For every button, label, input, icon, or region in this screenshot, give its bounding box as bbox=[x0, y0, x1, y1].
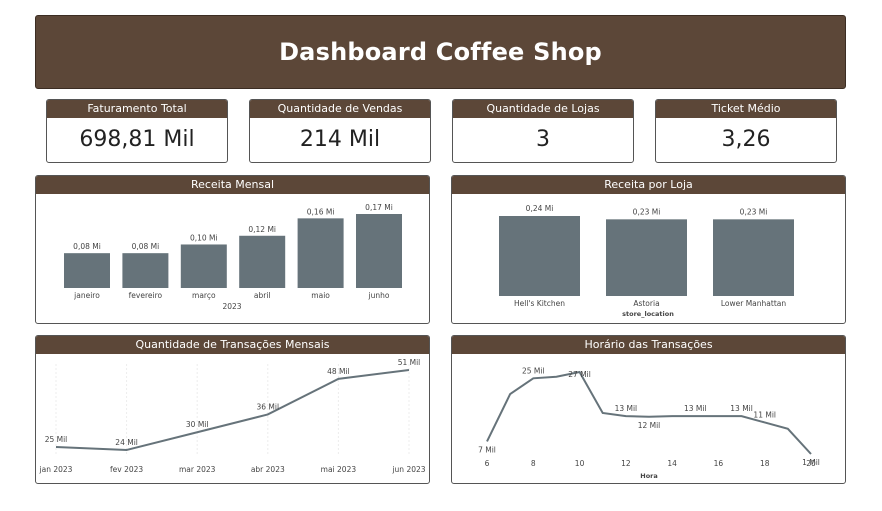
x-tick-label: junho bbox=[368, 291, 390, 300]
chart-title: Receita Mensal bbox=[36, 176, 429, 194]
x-axis-label: 2023 bbox=[222, 302, 241, 311]
chart-transacoes-mensais: Quantidade de Transações Mensais 25 Mil j… bbox=[35, 335, 430, 484]
data-label: 1 Mil bbox=[802, 458, 820, 467]
data-label: 11 Mil bbox=[753, 410, 776, 419]
bar bbox=[122, 253, 169, 288]
data-label: 36 Mil bbox=[257, 402, 280, 411]
data-label: 0,24 Mi bbox=[526, 204, 554, 213]
kpi-card-vendas: Quantidade de Vendas 214 Mil bbox=[249, 99, 431, 163]
x-tick-label: Hell's Kitchen bbox=[514, 299, 565, 308]
x-tick-label: 12 bbox=[621, 459, 631, 468]
data-label: 13 Mil bbox=[615, 404, 638, 413]
bar bbox=[64, 253, 110, 288]
x-tick-label: 8 bbox=[531, 459, 536, 468]
x-tick-label: 14 bbox=[667, 459, 677, 468]
x-axis-label: store_location bbox=[622, 310, 674, 318]
x-tick-label: 6 bbox=[485, 459, 490, 468]
bar bbox=[606, 219, 687, 296]
data-label: 0,23 Mi bbox=[740, 207, 768, 216]
data-label: 0,12 Mi bbox=[248, 225, 276, 234]
x-tick-label: Lower Manhattan bbox=[721, 299, 786, 308]
x-tick-label: Astoria bbox=[633, 299, 659, 308]
chart-receita-por-loja: Receita por Loja 0,24 Mi Hell's Kitchen 0,… bbox=[451, 175, 846, 324]
data-label: 51 Mil bbox=[398, 358, 421, 367]
kpi-value: 698,81 Mil bbox=[79, 127, 195, 152]
x-tick-label: março bbox=[192, 291, 216, 300]
dashboard-title-banner: Dashboard Coffee Shop bbox=[35, 15, 846, 89]
kpi-value: 214 Mil bbox=[299, 127, 381, 152]
bar bbox=[499, 216, 580, 296]
chart-title: Quantidade de Transações Mensais bbox=[36, 336, 429, 354]
kpi-label: Faturamento Total bbox=[47, 100, 227, 118]
data-label: 13 Mil bbox=[684, 404, 707, 413]
chart-receita-mensal-plot: 0,08 Mi janeiro 0,08 Mi fevereiro 0,10 Mi mar… bbox=[64, 203, 402, 311]
chart-receita-por-loja-plot: 0,24 Mi Hell's Kitchen 0,23 Mi Astoria 0,23 … bbox=[499, 204, 794, 318]
chart-receita-mensal: Receita Mensal 0,08 Mi janeiro 0,08 Mi feve… bbox=[35, 175, 430, 324]
bar bbox=[239, 235, 286, 288]
data-label: 12 Mil bbox=[638, 421, 661, 430]
data-label: 48 Mil bbox=[327, 367, 350, 376]
chart-horario-transacoes: Horário das Transações 7 Mil 25 Mil 27 Mil… bbox=[451, 335, 846, 484]
data-label: 0,10 Mi bbox=[190, 233, 218, 242]
x-tick-label: 16 bbox=[714, 459, 724, 468]
data-label: 25 Mil bbox=[522, 366, 545, 375]
chart-title: Horário das Transações bbox=[452, 336, 845, 354]
x-tick-label: 20 bbox=[806, 459, 816, 468]
data-label: 0,23 Mi bbox=[633, 207, 661, 216]
kpi-card-ticket: Ticket Médio 3,26 bbox=[655, 99, 837, 163]
kpi-card-lojas: Quantidade de Lojas 3 bbox=[452, 99, 634, 163]
x-tick-label: mar 2023 bbox=[179, 465, 216, 474]
x-tick-label: abril bbox=[254, 291, 271, 300]
bar bbox=[297, 218, 344, 288]
data-label: 7 Mil bbox=[478, 445, 496, 454]
series-line bbox=[55, 369, 410, 452]
data-label: 30 Mil bbox=[186, 420, 209, 429]
data-label: 0,16 Mi bbox=[307, 207, 335, 216]
kpi-label: Quantidade de Vendas bbox=[250, 100, 430, 118]
x-tick-label: maio bbox=[311, 291, 330, 300]
x-tick-label: abr 2023 bbox=[251, 465, 285, 474]
x-tick-label: mai 2023 bbox=[321, 465, 357, 474]
x-axis-label: Hora bbox=[640, 472, 658, 480]
chart-transacoes-mensais-plot: 25 Mil jan 2023 24 Mil fev 2023 30 Mil mar 20… bbox=[39, 358, 426, 474]
data-label: 0,08 Mi bbox=[132, 242, 160, 251]
data-label: 24 Mil bbox=[115, 438, 138, 447]
data-label: 0,08 Mi bbox=[73, 242, 101, 251]
x-tick-label: fev 2023 bbox=[110, 465, 143, 474]
x-tick-label: fevereiro bbox=[129, 291, 163, 300]
data-label: 27 Mil bbox=[568, 370, 591, 379]
x-tick-label: jun 2023 bbox=[391, 465, 425, 474]
kpi-value: 3,26 bbox=[721, 127, 771, 152]
kpi-value: 3 bbox=[536, 127, 550, 152]
bar bbox=[356, 214, 402, 288]
bar bbox=[713, 219, 794, 296]
x-tick-label: 18 bbox=[760, 459, 770, 468]
bar bbox=[180, 244, 227, 288]
chart-title: Receita por Loja bbox=[452, 176, 845, 194]
kpi-label: Ticket Médio bbox=[656, 100, 836, 118]
kpi-label: Quantidade de Lojas bbox=[453, 100, 633, 118]
data-label: 0,17 Mi bbox=[365, 203, 393, 212]
x-tick-label: jan 2023 bbox=[39, 465, 73, 474]
series-line bbox=[486, 370, 812, 455]
kpi-card-faturamento: Faturamento Total 698,81 Mil bbox=[46, 99, 228, 163]
data-label: 13 Mil bbox=[730, 404, 753, 413]
data-label: 25 Mil bbox=[45, 435, 68, 444]
x-tick-label: janeiro bbox=[73, 291, 100, 300]
x-tick-label: 10 bbox=[575, 459, 585, 468]
page-title: Dashboard Coffee Shop bbox=[279, 38, 602, 66]
